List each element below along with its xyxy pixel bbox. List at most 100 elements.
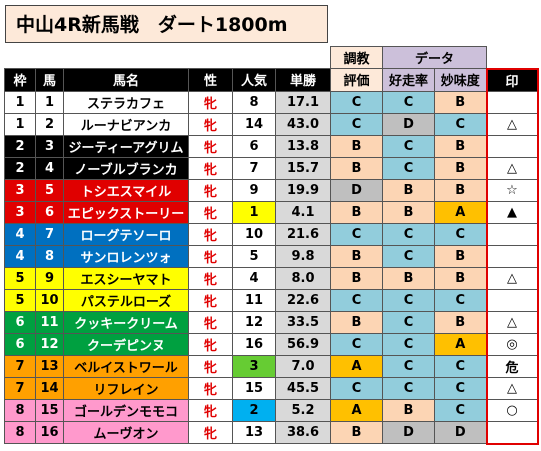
grade: D: [330, 178, 383, 202]
popularity: 14: [232, 112, 276, 136]
horse-name: エスシーヤマト: [63, 266, 189, 290]
row: 1 1 ステラカフェ牝 8 17.1 C C B: [4, 90, 539, 114]
grade: D: [382, 420, 435, 444]
popularity: 10: [232, 222, 276, 246]
odds: 9.8: [275, 244, 331, 268]
grade: C: [330, 90, 383, 114]
grade: C: [330, 222, 383, 246]
row: 枠馬馬名性人気 単勝 評価 好走率 妙味度印: [4, 67, 539, 92]
row: 6 12 クーデピンヌ牝 16 56.9 C C A ◎: [4, 332, 539, 356]
mark: [485, 90, 539, 114]
sex: 牝: [188, 266, 233, 290]
row: 7 14 リフレイン牝 15 45.5 C C C △: [4, 376, 539, 400]
waku: 4: [4, 222, 36, 246]
row: 3 5 トシエスマイル牝 9 19.9 D B B ☆: [4, 178, 539, 202]
column-header: 枠: [4, 68, 36, 92]
waku: 2: [4, 156, 36, 180]
horse-name: サンロレンツォ: [63, 244, 189, 268]
odds: 19.9: [275, 178, 331, 202]
mark: [485, 420, 539, 445]
grade: C: [382, 244, 435, 268]
grade: C: [382, 90, 435, 114]
popularity: 15: [232, 376, 276, 400]
horse-name: トシエスマイル: [63, 178, 189, 202]
sex: 牝: [188, 288, 233, 312]
grade: C: [434, 222, 487, 246]
grade: B: [330, 156, 383, 180]
column-header: 妙味度: [434, 68, 487, 92]
grade: C: [382, 376, 435, 400]
grade: B: [434, 134, 487, 158]
horse-name: パステルローズ: [63, 288, 189, 312]
horse-name: ルーナビアンカ: [63, 112, 189, 136]
sex: 牝: [188, 178, 233, 202]
mark: ○: [485, 398, 539, 422]
grade: C: [434, 376, 487, 400]
waku: 8: [4, 398, 36, 422]
waku: 7: [4, 376, 36, 400]
horse-number: 5: [35, 178, 64, 202]
popularity: 5: [232, 244, 276, 268]
column-header: 性: [188, 68, 233, 92]
odds: 13.8: [275, 134, 331, 158]
grade: C: [382, 354, 435, 378]
horse-name: ローグテソーロ: [63, 222, 189, 246]
grade: B: [330, 134, 383, 158]
horse-name: リフレイン: [63, 376, 189, 400]
horse-name: ゴールデンモモコ: [63, 398, 189, 422]
horse-number: 2: [35, 112, 64, 136]
row: 4 8 サンロレンツォ牝 5 9.8 B C B: [4, 244, 539, 268]
sex: 牝: [188, 156, 233, 180]
grade: C: [434, 288, 487, 312]
waku: 3: [4, 200, 36, 224]
waku: 1: [4, 112, 36, 136]
sex: 牝: [188, 398, 233, 422]
horse-name: エピックストーリー: [63, 200, 189, 224]
odds: 7.0: [275, 354, 331, 378]
sex: 牝: [188, 376, 233, 400]
column-header: 単勝: [275, 68, 331, 92]
column-header: 馬: [35, 68, 64, 92]
grade: B: [434, 266, 487, 290]
blank: [5, 47, 331, 69]
grade: C: [434, 354, 487, 378]
grade: D: [434, 420, 487, 444]
grade: C: [434, 398, 487, 422]
mark: △: [485, 112, 539, 136]
horse-number: 11: [35, 310, 64, 334]
sex: 牝: [188, 222, 233, 246]
grade: A: [330, 398, 383, 422]
grade: D: [382, 112, 435, 136]
odds: 5.2: [275, 398, 331, 422]
grade: C: [330, 112, 383, 136]
grade: C: [382, 332, 435, 356]
grade: C: [330, 332, 383, 356]
sex: 牝: [188, 112, 233, 136]
horse-number: 8: [35, 244, 64, 268]
mark: [485, 288, 539, 312]
grade: A: [330, 354, 383, 378]
row: 4 7 ローグテソーロ牝 10 21.6 C C C: [4, 222, 539, 246]
popularity: 11: [232, 288, 276, 312]
popularity: 13: [232, 420, 276, 444]
mark: [485, 244, 539, 268]
odds: 43.0: [275, 112, 331, 136]
grade: B: [434, 244, 487, 268]
grade: B: [330, 266, 383, 290]
grade: B: [382, 398, 435, 422]
grade: B: [382, 200, 435, 224]
row: 8 15 ゴールデンモモコ牝 2 5.2 A B C ○: [4, 398, 539, 422]
mark: ▲: [485, 200, 539, 224]
horse-name: ムーヴオン: [63, 420, 189, 444]
mark: ◎: [485, 332, 539, 356]
waku: 8: [4, 420, 36, 444]
horse-number: 7: [35, 222, 64, 246]
row: 5 9 エスシーヤマト牝 4 8.0 B B B △: [4, 266, 539, 290]
sex: 牝: [188, 420, 233, 444]
horse-number: 16: [35, 420, 64, 444]
popularity: 3: [232, 354, 276, 378]
column-header: 人気: [232, 68, 276, 92]
sex: 牝: [188, 200, 233, 224]
horse-number: 9: [35, 266, 64, 290]
grade: B: [434, 310, 487, 334]
